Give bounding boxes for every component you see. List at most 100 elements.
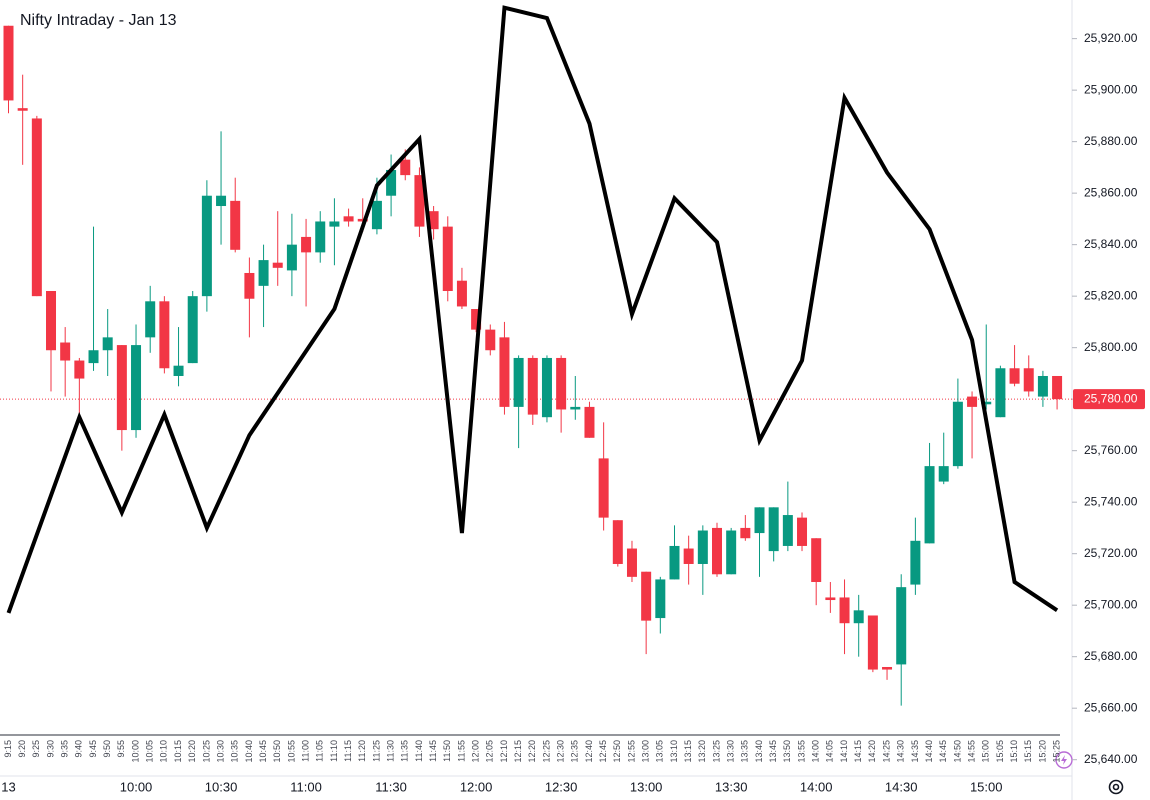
time-strip-label: 11:15 bbox=[343, 740, 353, 762]
y-tick-label: 25,700.00 bbox=[1084, 597, 1138, 611]
y-tick-label: 25,740.00 bbox=[1084, 494, 1138, 508]
candle-body bbox=[584, 406, 595, 438]
y-tick-label: 25,760.00 bbox=[1084, 443, 1138, 457]
candle-body bbox=[669, 545, 680, 580]
candle-body bbox=[386, 169, 397, 196]
settings-icon[interactable] bbox=[1108, 779, 1124, 795]
time-strip-label: 10:10 bbox=[159, 740, 169, 763]
candle-body bbox=[995, 368, 1006, 418]
time-strip-label: 15:00 bbox=[981, 740, 991, 763]
time-strip-label: 11:35 bbox=[400, 740, 410, 762]
time-strip-label: 14:25 bbox=[881, 740, 891, 763]
last-price-box bbox=[1073, 389, 1145, 410]
candle-body bbox=[31, 118, 42, 297]
candle-body bbox=[102, 337, 113, 351]
time-strip-label: 12:15 bbox=[513, 740, 523, 763]
time-strip-label: 11:50 bbox=[442, 740, 452, 762]
candle-body bbox=[867, 615, 878, 670]
time-strip-label: 12:20 bbox=[527, 740, 537, 763]
time-strip-label: 14:00 bbox=[811, 740, 821, 763]
candle-body bbox=[952, 401, 963, 467]
candle-body bbox=[513, 357, 524, 407]
x-tick-label: 12:00 bbox=[460, 779, 493, 794]
candle-body bbox=[216, 195, 227, 207]
time-strip-label: 9:30 bbox=[45, 740, 55, 758]
y-tick-label: 25,820.00 bbox=[1084, 288, 1138, 302]
time-strip-label: 14:10 bbox=[839, 740, 849, 763]
time-strip-label: 15:10 bbox=[1009, 740, 1019, 763]
candle-body bbox=[357, 218, 368, 222]
time-strip-label: 15:20 bbox=[1037, 740, 1047, 763]
y-tick-label: 25,840.00 bbox=[1084, 237, 1138, 251]
candle-body bbox=[1009, 368, 1020, 384]
time-strip-label: 12:10 bbox=[499, 740, 509, 763]
candle-body bbox=[272, 262, 283, 268]
time-strip-label: 10:35 bbox=[230, 740, 240, 763]
candle-body bbox=[173, 365, 184, 376]
time-strip-label: 12:50 bbox=[612, 740, 622, 763]
time-strip-label: 11:25 bbox=[371, 740, 381, 762]
y-tick-label: 25,680.00 bbox=[1084, 649, 1138, 663]
time-strip-label: 14:05 bbox=[825, 740, 835, 763]
time-strip-label: 9:40 bbox=[74, 740, 84, 758]
candle-body bbox=[981, 401, 992, 405]
candle-body bbox=[88, 350, 99, 364]
candle-body bbox=[258, 260, 269, 286]
time-strip-label: 10:05 bbox=[145, 740, 155, 763]
candle-body bbox=[329, 221, 340, 227]
candle-body bbox=[244, 272, 255, 299]
time-strip-label: 15:15 bbox=[1023, 740, 1033, 763]
time-strip-label: 14:20 bbox=[867, 740, 877, 763]
candle-body bbox=[612, 520, 623, 564]
candle-body bbox=[712, 527, 722, 575]
time-strip-label: 11:40 bbox=[414, 740, 424, 762]
overlay-line bbox=[6, 5, 1059, 614]
candle-body bbox=[201, 195, 212, 297]
x-tick-label: 11:30 bbox=[375, 779, 407, 794]
x-tick-label: 10:30 bbox=[205, 779, 238, 794]
candle-body bbox=[187, 296, 198, 364]
time-strip-label: 13:10 bbox=[669, 740, 679, 763]
time-strip-label: 12:55 bbox=[626, 740, 636, 763]
time-strip-label: 9:15 bbox=[3, 740, 13, 758]
candle-body bbox=[371, 200, 382, 230]
candle-body bbox=[17, 108, 28, 111]
time-strip-label: 10:45 bbox=[258, 740, 268, 763]
candle-body bbox=[400, 159, 411, 176]
y-tick-label: 25,660.00 bbox=[1084, 700, 1138, 714]
candle-body bbox=[556, 357, 567, 410]
candle-body bbox=[3, 25, 14, 101]
y-tick-label: 25,860.00 bbox=[1084, 185, 1138, 199]
time-strip-label: 9:45 bbox=[88, 740, 98, 758]
time-strip-label: 12:25 bbox=[541, 740, 551, 763]
time-strip-label: 11:00 bbox=[300, 740, 310, 762]
time-strip-label: 13:45 bbox=[768, 740, 778, 763]
x-tick-label: 10:00 bbox=[120, 779, 153, 794]
time-strip-label: 13:25 bbox=[711, 740, 721, 763]
time-strip-label: 12:40 bbox=[584, 740, 594, 763]
time-strip-label: 14:55 bbox=[966, 740, 976, 763]
candle-body bbox=[910, 540, 921, 585]
time-strip-label: 12:30 bbox=[556, 740, 566, 763]
candle-body bbox=[626, 548, 637, 577]
time-strip-label: 11:10 bbox=[329, 740, 339, 762]
last-price-label: 25,780.00 bbox=[1084, 391, 1138, 405]
candle-body bbox=[145, 301, 156, 338]
candle-body bbox=[768, 507, 779, 552]
candle-body bbox=[131, 345, 142, 431]
candle-body bbox=[825, 597, 836, 601]
x-tick-label: 14:30 bbox=[885, 779, 918, 794]
candle-body bbox=[541, 357, 552, 418]
time-strip-label: 13:40 bbox=[754, 740, 764, 763]
time-strip-label: 10:50 bbox=[272, 740, 282, 763]
time-strip-label: 14:50 bbox=[952, 740, 962, 763]
y-tick-label: 25,880.00 bbox=[1084, 134, 1138, 148]
candle-body bbox=[456, 280, 467, 307]
candle-body bbox=[683, 548, 694, 564]
time-strip-label: 15:05 bbox=[995, 740, 1005, 763]
time-strip-label: 13:05 bbox=[655, 740, 665, 763]
candle-body bbox=[924, 466, 935, 544]
candle-body bbox=[797, 517, 808, 546]
time-strip-label: 10:30 bbox=[215, 740, 225, 763]
